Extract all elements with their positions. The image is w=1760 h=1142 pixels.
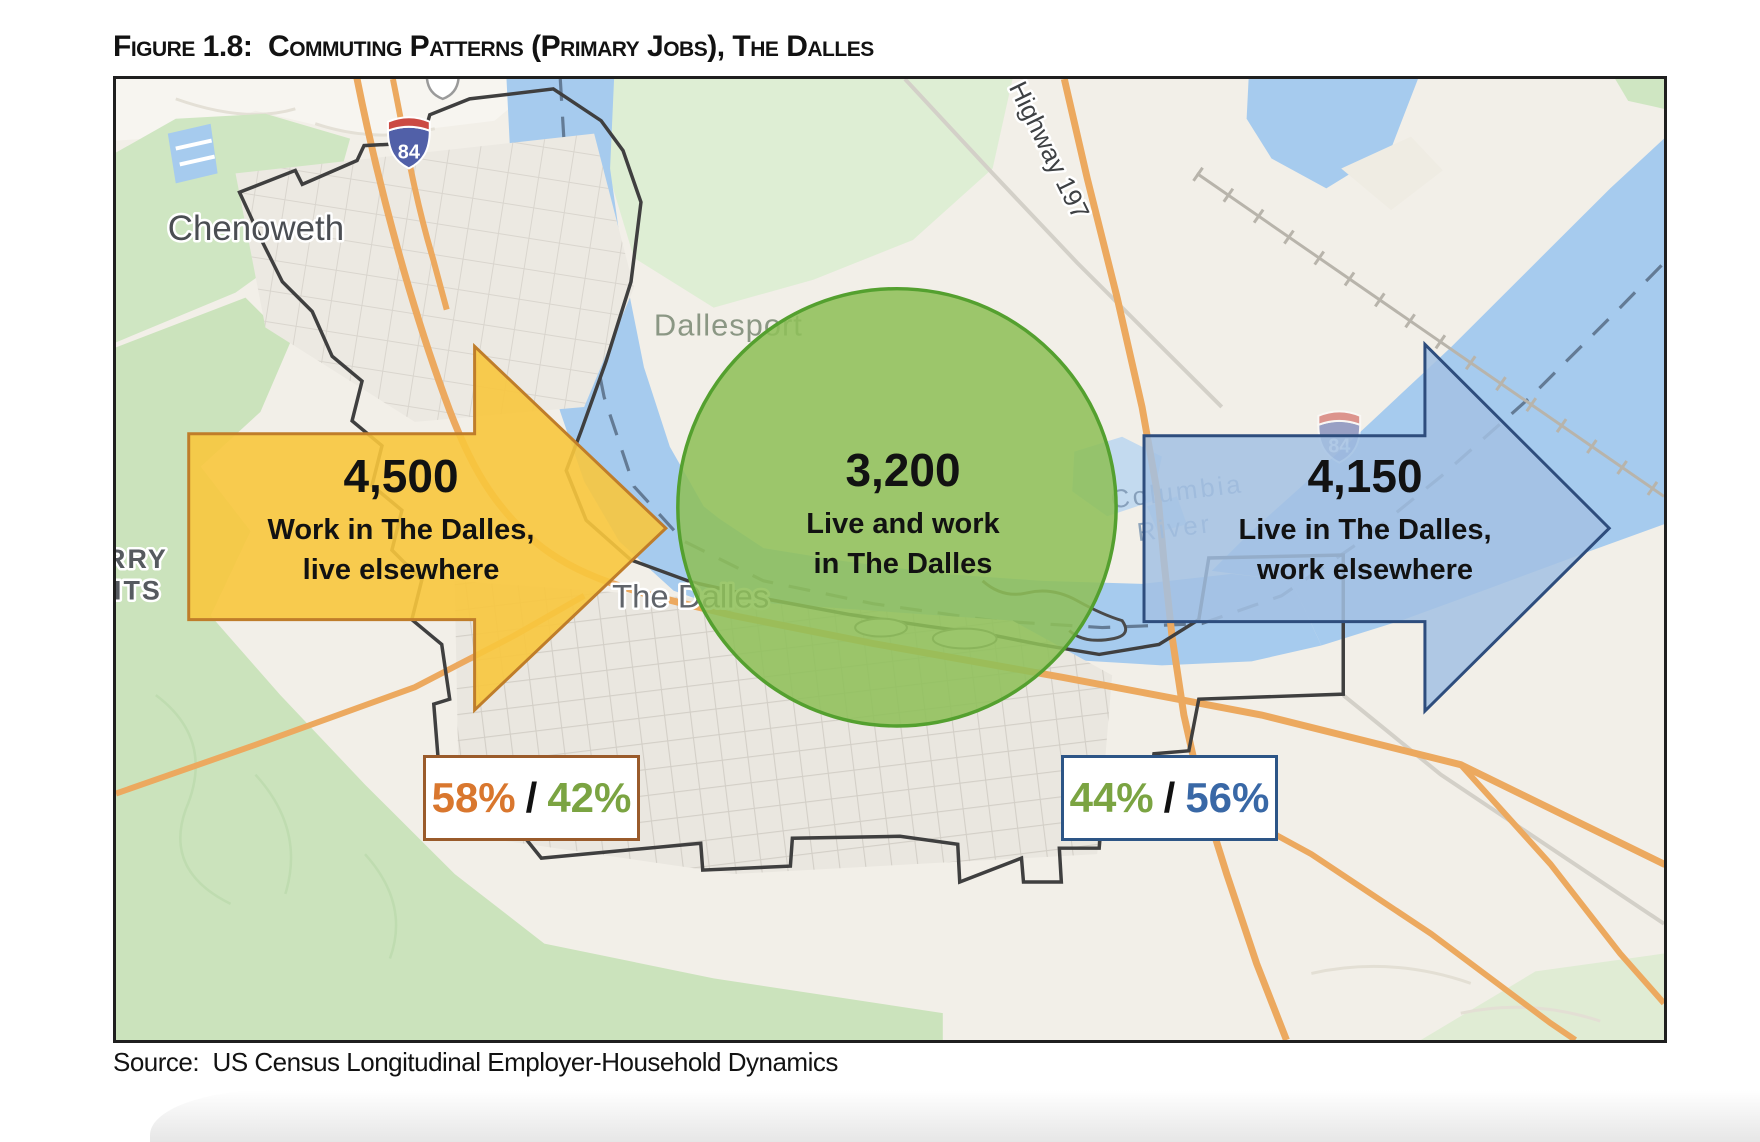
outbound-desc-2: work elsewhere	[1257, 554, 1473, 587]
figure-source: Source: US Census Longitudinal Employer-…	[113, 1047, 838, 1077]
road-gray-north	[903, 79, 1224, 409]
inbound-flow-label: 4,500 Work in The Dalles, live elsewhere	[176, 450, 626, 591]
outbound-flow-label: 4,150 Live in The Dalles, work elsewhere	[1165, 450, 1565, 591]
river-top-arm	[1246, 79, 1418, 189]
outbound-desc-1: Live in The Dalles,	[1238, 513, 1492, 546]
road-gray-southeast	[1341, 693, 1664, 926]
inbound-value: 4,500	[343, 450, 459, 502]
map-contours-green	[155, 694, 398, 959]
lake-northwest	[167, 123, 218, 184]
internal-flow-label: 3,200 Live and work in The Dalles	[703, 444, 1103, 585]
streets-chenoweth	[235, 133, 634, 422]
west-ratio-left: 58%	[431, 774, 516, 821]
map-canvas: 84 84 Chenoweth Dallesport The Dalles Co…	[116, 79, 1664, 1040]
internal-desc-1: Live and work	[806, 507, 1000, 540]
highway-i84-ramp	[389, 79, 450, 311]
commuting-map-figure: 84 84 Chenoweth Dallesport The Dalles Co…	[113, 76, 1667, 1043]
figure-title: Figure 1.8: Commuting Patterns (Primary …	[113, 30, 874, 63]
page-bottom-shadow	[150, 1090, 1760, 1142]
west-ratio-right: 42%	[547, 774, 632, 821]
map-green-se	[1420, 953, 1664, 1040]
railroad-line	[1195, 172, 1664, 498]
map-green-west	[116, 297, 943, 1040]
inbound-desc-1: Work in The Dalles,	[267, 513, 535, 546]
highway-branch-se	[1458, 762, 1664, 1006]
label-cherry-heights-2: HTS	[116, 576, 162, 606]
outbound-arrow-shape	[1142, 340, 1612, 715]
inbound-arrow-shape	[187, 342, 669, 714]
east-ratio-left: 44%	[1069, 774, 1154, 821]
east-ratio-separator: /	[1163, 774, 1176, 821]
label-cherry-heights-1: RRY	[116, 544, 168, 574]
i84-shield: 84	[386, 116, 431, 170]
east-ratio-right: 56%	[1185, 774, 1270, 821]
west-ratio-box: 58%/42%	[423, 755, 640, 841]
outbound-value: 4,150	[1307, 450, 1423, 502]
lake-stripes	[175, 138, 216, 167]
map-green-ne-corner	[1615, 79, 1664, 109]
west-ratio-separator: /	[525, 774, 538, 821]
inbound-desc-2: live elsewhere	[302, 554, 500, 587]
i84-shield-partial	[425, 79, 460, 101]
east-ratio-box: 44%/56%	[1061, 755, 1278, 841]
river-island-large	[1341, 136, 1443, 211]
internal-circle-shape	[676, 286, 1118, 728]
internal-desc-2: in The Dalles	[813, 548, 993, 581]
internal-value: 3,200	[845, 444, 961, 496]
i84-shield-number: 84	[398, 142, 420, 164]
label-chenoweth: Chenoweth	[168, 209, 344, 248]
map-green-dallesport	[594, 79, 1013, 308]
